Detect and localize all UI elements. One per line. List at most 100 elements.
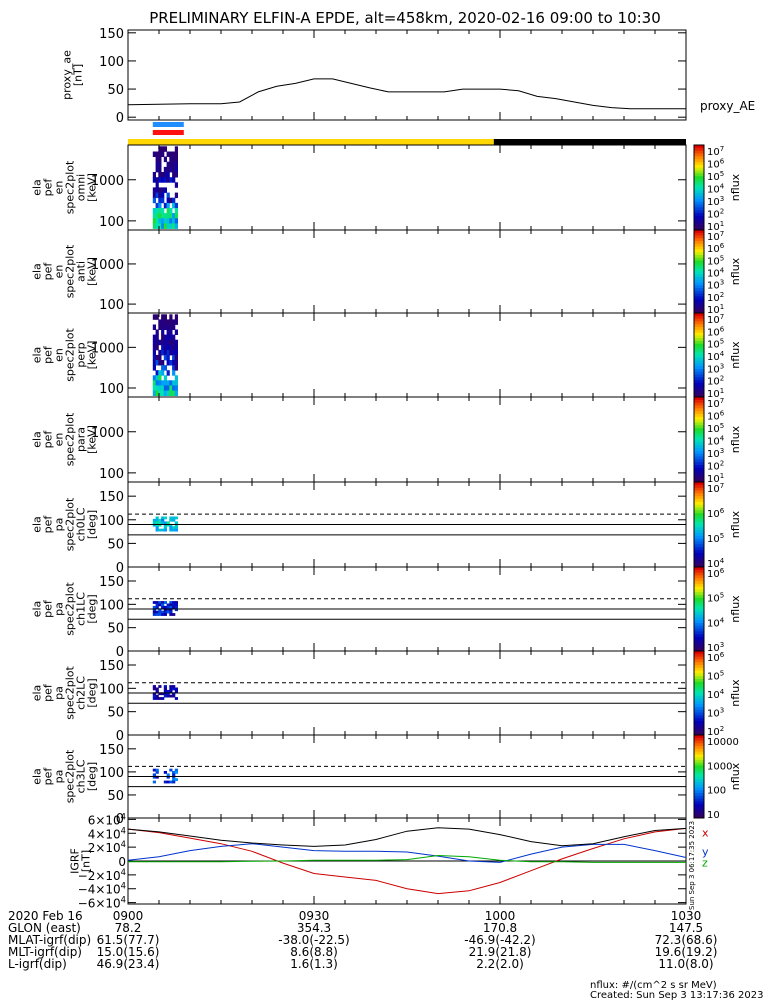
spectrogram-cell [174, 526, 178, 529]
ylabel-line: en [53, 181, 66, 195]
colorbar-tick-label: 106 [707, 651, 725, 664]
ylabel-line: ela [31, 601, 44, 618]
ylabel-line: ela [31, 768, 44, 785]
spectrogram-cell [161, 390, 165, 396]
spectrogram-cell [172, 156, 176, 163]
colorbar-swatch [694, 436, 704, 440]
colorbar-swatch [694, 625, 704, 630]
spectrogram-cell [174, 208, 178, 214]
spectrogram-cell [163, 146, 167, 152]
spectrogram-cell [158, 218, 162, 224]
colorbar-swatch [694, 332, 704, 336]
spectrogram-cell [174, 365, 178, 371]
spectrogram-cell [158, 197, 162, 204]
orbit-info-value: 46.9(23.4) [96, 957, 160, 971]
orbit-info-value: 61.5(77.7) [96, 933, 160, 947]
colorbar-swatch [694, 659, 704, 663]
ylabel-line: pef [42, 430, 55, 449]
y-tick-label: 50 [107, 622, 124, 637]
ylabel-line: [keV] [86, 425, 99, 454]
orbit-info-label: GLON (east) [8, 921, 81, 935]
spectrogram-cell [152, 334, 156, 341]
spectrogram-cell [174, 605, 178, 609]
colorbar-swatch [694, 709, 704, 714]
spectrogram-cell [155, 526, 159, 529]
colorbar-tick-label: 107 [707, 313, 724, 326]
spectrogram-cell [172, 202, 176, 209]
colorbar-swatch [694, 450, 704, 455]
spectrogram-cell [152, 385, 156, 391]
colorbar-swatch [694, 196, 704, 200]
orbit-info-value: 15.0(15.6) [96, 945, 160, 959]
spectrogram-cell [172, 771, 176, 774]
colorbar-swatch [694, 343, 704, 348]
ylabel-line: pef [42, 767, 55, 786]
colorbar-tick-label: 105 [707, 338, 724, 351]
spectrogram-cell [152, 375, 156, 381]
spectrogram-cell [174, 521, 178, 525]
units-note: nflux: #/(cm^2 s sr MeV) [590, 980, 717, 991]
orbit-info-value: 1030 [670, 909, 702, 923]
colorbar-swatch [694, 681, 704, 686]
spectrogram-cell [163, 385, 167, 391]
colorbar-swatch [694, 215, 704, 220]
colorbar-swatch [694, 235, 704, 239]
colorbar-tick-label: 107 [707, 482, 724, 495]
spectrogram-cell [158, 603, 162, 607]
spectrogram-cell [166, 354, 170, 361]
spectrogram-cell [155, 202, 159, 209]
spectrogram-cell [161, 370, 165, 376]
colorbar-tick-label: 101 [707, 387, 724, 400]
colorbar-tick-label: 105 [707, 592, 724, 605]
colorbar-swatch [694, 252, 704, 256]
created-stamp: Created: Sun Sep 3 13:17:36 2023 [590, 990, 763, 1000]
colorbar-swatch [694, 357, 704, 362]
colorbar-swatch [694, 268, 704, 272]
spectrogram-cell [172, 213, 176, 219]
colorbar-swatch [694, 374, 704, 378]
spectrogram-cell [163, 324, 167, 330]
spectrogram-cell [174, 156, 178, 163]
ylabel-line: pa [53, 602, 66, 616]
colorbar-swatch [694, 391, 704, 395]
igrf-line-b-x [127, 827, 687, 895]
colorbar-tick-label: 107 [707, 230, 724, 243]
colorbar-swatch [694, 748, 704, 753]
spectrogram-cell [172, 365, 176, 371]
colorbar-swatch [694, 743, 704, 747]
spectrogram-cell [155, 166, 159, 173]
colorbar-swatch [694, 653, 704, 658]
spectrogram-cell [172, 151, 176, 157]
colorbar-swatch [694, 341, 704, 345]
colorbar-label: nflux [729, 425, 742, 453]
colorbar-swatch [694, 712, 704, 716]
spectrogram-cell [169, 339, 173, 346]
colorbar-swatch [694, 600, 704, 604]
spectrogram-cell [166, 775, 170, 779]
colorbar-swatch [694, 704, 704, 708]
colorbar-swatch [694, 349, 704, 353]
spectrogram-cell [174, 314, 178, 320]
colorbar-label: nflux [729, 257, 742, 285]
spectrogram-cell [158, 319, 162, 325]
colorbar-swatch [694, 411, 704, 415]
spectrogram-cell [169, 601, 173, 604]
colorbar-swatch [694, 723, 704, 728]
spectrogram-cell [158, 166, 162, 173]
colorbar-swatch [694, 399, 704, 404]
colorbar-swatch [694, 656, 704, 660]
spectrogram-cell [172, 349, 176, 356]
colorbar-swatch [694, 260, 704, 264]
colorbar-swatch [694, 487, 704, 491]
spectrogram-cell [169, 516, 173, 520]
colorbar-swatch [694, 645, 704, 649]
colorbar-swatch [694, 293, 704, 297]
spectrogram-cell [161, 518, 165, 522]
colorbar-swatch [694, 439, 704, 443]
spectrogram-cell [158, 610, 162, 614]
spectrogram-cell [169, 177, 173, 183]
spectrogram-cell [169, 385, 173, 391]
spectrogram-cell [161, 605, 165, 609]
